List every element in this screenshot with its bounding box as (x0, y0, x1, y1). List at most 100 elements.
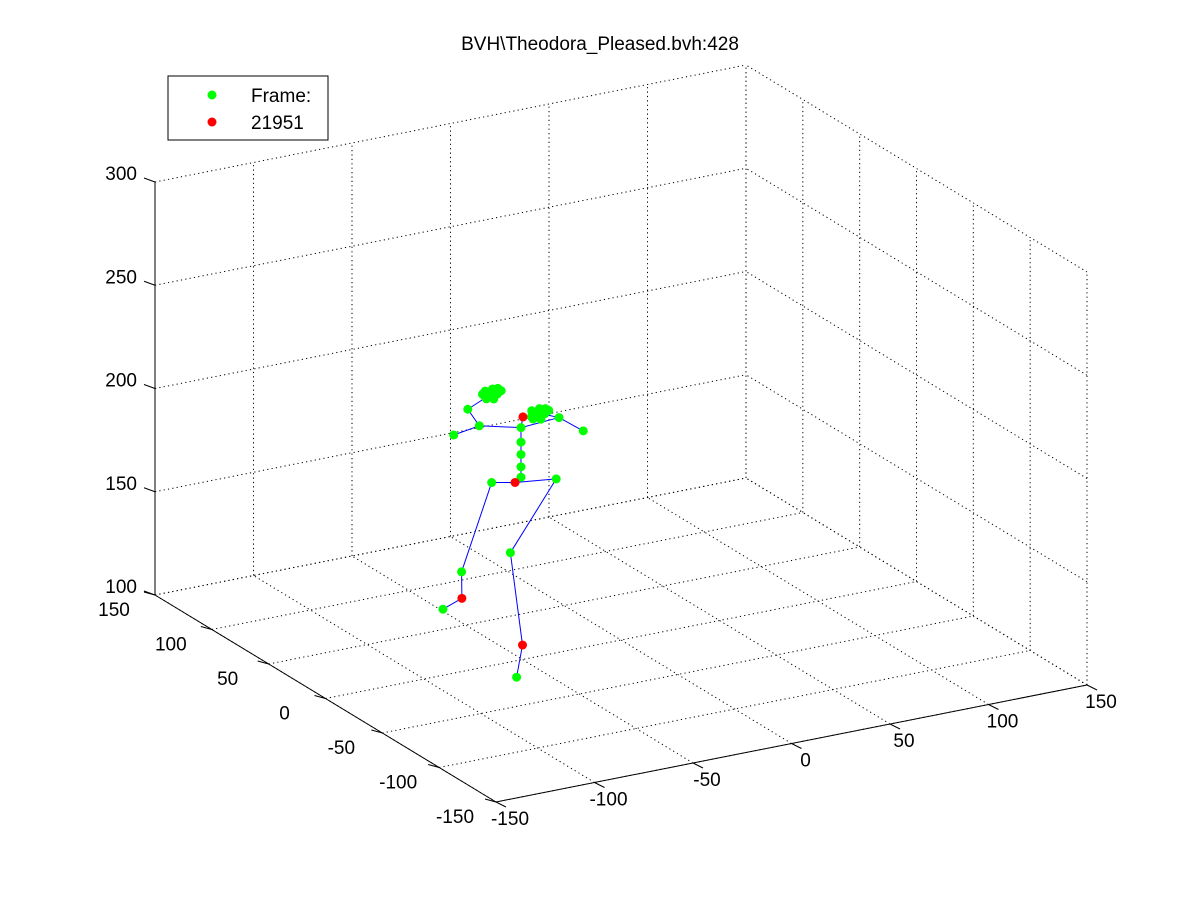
y-tick-label: 100 (155, 635, 187, 656)
x-tick-mark (889, 723, 901, 730)
grid-line-floor-x (548, 516, 891, 725)
joint-point-elbow_r (578, 426, 588, 436)
y-tick-mark (428, 764, 440, 768)
axes-box (143, 177, 1098, 808)
grid-line-floor-x (351, 555, 694, 764)
finger-joint-point (478, 389, 488, 399)
skeleton-bone (461, 482, 493, 572)
skeleton-bone (509, 552, 523, 646)
x-tick-mark (791, 743, 802, 749)
grid-line-floor-x (253, 575, 595, 783)
skeleton-bone (453, 425, 480, 436)
joint-point-spine1 (516, 472, 526, 482)
joint-point-wrist_l (449, 430, 459, 440)
x-tick-label: 100 (987, 712, 1019, 733)
y-tick-label: -100 (379, 773, 417, 794)
x-tick-label: 50 (893, 731, 914, 752)
x-tick-mark (495, 801, 507, 808)
joint-point-chest (516, 423, 526, 433)
legend-label-frame: Frame: (251, 86, 311, 107)
legend-marker-number (207, 117, 217, 127)
skeleton-joints (438, 383, 588, 682)
y-tick-mark (484, 798, 497, 803)
legend-box (167, 75, 329, 141)
grid-line-wall-y-horizontal (154, 477, 747, 596)
joint-point-ankle_r (518, 640, 527, 650)
y-tick-mark (314, 695, 326, 699)
grid-line-floor-y (382, 615, 974, 734)
joint-point-hip_r (551, 474, 561, 484)
x-tick-label: -100 (589, 790, 627, 811)
z-tick-label: 150 (105, 474, 137, 495)
z-tick-mark (143, 280, 156, 286)
joint-point-knee_r (505, 548, 515, 558)
grid-line-wall-y-horizontal (154, 374, 747, 493)
grid-line-wall-y-horizontal (154, 64, 747, 183)
z-tick-label: 300 (105, 164, 137, 185)
y-tick-mark (200, 626, 212, 630)
grid-line-floor-x (450, 536, 792, 744)
grid-line-floor-y (211, 512, 803, 630)
legend: Frame: 21951 (167, 75, 329, 141)
grid-line-wall-x-horizontal (745, 64, 1088, 273)
skeleton-bone (515, 478, 557, 483)
x-tick-mark (988, 704, 999, 710)
joint-point-shoulder_l (474, 421, 484, 431)
chart-title: BVH\Theodora_Pleased.bvh:428 (461, 34, 739, 55)
z-tick-mark (143, 590, 156, 596)
skeleton-bone (558, 417, 584, 432)
y-tick-label: 0 (279, 704, 290, 725)
x-tick-mark (1086, 684, 1098, 691)
x-tick-label: -150 (491, 809, 529, 830)
finger-joint-point (527, 406, 537, 416)
z-tick-mark (143, 487, 156, 493)
finger-joint-point (544, 405, 554, 415)
y-tick-label: 150 (98, 600, 130, 621)
legend-marker-frame (207, 90, 217, 100)
y-tick-label: -150 (436, 807, 474, 828)
joint-point-spine2 (516, 462, 526, 472)
joint-point-hand_l (487, 388, 497, 398)
grid-line-wall-y-horizontal (154, 167, 747, 286)
x-tick-label: 150 (1085, 692, 1117, 713)
joint-point-elbow_l (463, 404, 473, 414)
y-tick-label: -50 (328, 738, 355, 759)
grid-line-wall-x-horizontal (745, 374, 1088, 583)
grid-line-wall-x-horizontal (745, 167, 1088, 376)
legend-label-number: 21951 (251, 113, 304, 134)
grid-line-floor-y (439, 650, 1031, 768)
joint-point-head (518, 412, 528, 422)
grid-line-wall-x-horizontal (745, 271, 1088, 479)
grid-line-floor-y (325, 581, 917, 699)
joint-point-hip_l (487, 478, 497, 488)
skeleton-bone (509, 478, 557, 553)
skeleton-bone (479, 425, 522, 429)
z-tick-mark (143, 384, 156, 389)
z-tick-label: 100 (105, 577, 137, 598)
skeleton-bone (516, 644, 523, 678)
joint-point-neck (516, 437, 526, 447)
x-tick-label: 0 (800, 751, 811, 772)
joint-point-ankle_l (457, 593, 467, 603)
tick-labels: -150-100-50050100150-150-100-50050100150… (98, 164, 1117, 830)
z-tick-label: 250 (105, 267, 137, 288)
joint-point-hand_r (534, 408, 544, 418)
joint-point-root (510, 477, 520, 487)
y-tick-mark (257, 660, 269, 665)
x-tick-mark (594, 782, 605, 788)
y-tick-label: 50 (217, 669, 238, 690)
joint-point-foot_r (512, 672, 522, 682)
x-tick-label: -50 (693, 770, 720, 791)
joint-point-shoulder_r (554, 413, 564, 423)
x-tick-mark (692, 762, 704, 769)
grid-line-wall-y-horizontal (154, 271, 747, 389)
z-tick-label: 200 (105, 371, 137, 392)
grid-line-wall-x-horizontal (745, 477, 1088, 686)
joint-point-toe_l (438, 604, 448, 614)
finger-joint-point (528, 414, 538, 424)
joint-point-spine3 (516, 449, 526, 459)
joint-point-knee_l (457, 567, 467, 577)
z-tick-mark (143, 177, 156, 183)
